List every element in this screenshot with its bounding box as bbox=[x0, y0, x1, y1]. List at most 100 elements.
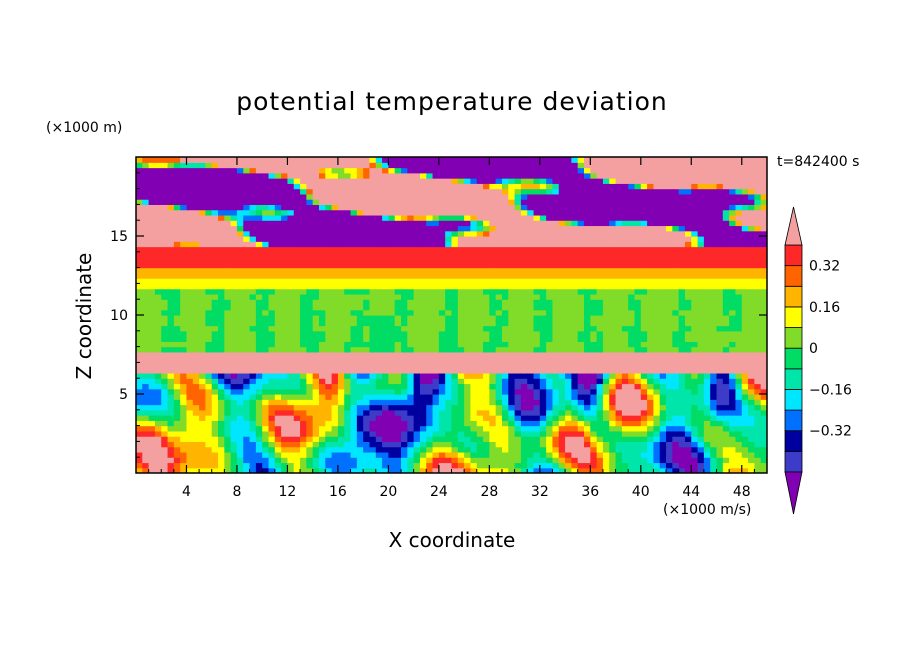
field-cell bbox=[173, 341, 181, 348]
field-cell bbox=[590, 399, 598, 406]
field-cell bbox=[350, 436, 358, 442]
field-cell bbox=[325, 293, 333, 300]
field-cell bbox=[527, 178, 535, 184]
field-cell bbox=[419, 436, 427, 442]
field-cell bbox=[647, 325, 655, 332]
field-cell bbox=[148, 325, 156, 332]
field-cell bbox=[262, 251, 270, 258]
field-cell bbox=[394, 193, 402, 200]
field-cell bbox=[382, 325, 389, 332]
field-cell bbox=[375, 346, 383, 353]
field-cell bbox=[312, 436, 320, 442]
field-cell bbox=[489, 199, 497, 205]
field-cell bbox=[647, 157, 655, 163]
field-cell bbox=[211, 199, 219, 205]
field-cell bbox=[255, 293, 263, 300]
field-cell bbox=[243, 246, 251, 253]
field-cell bbox=[609, 167, 617, 174]
field-cell bbox=[470, 225, 478, 232]
field-cell bbox=[218, 388, 225, 395]
field-cell bbox=[293, 341, 301, 348]
field-cell bbox=[634, 241, 642, 248]
field-cell bbox=[407, 225, 415, 232]
field-cell bbox=[312, 257, 320, 263]
field-cell bbox=[508, 188, 516, 195]
field-cell bbox=[647, 351, 655, 358]
field-cell bbox=[306, 336, 314, 342]
field-cell bbox=[426, 183, 434, 190]
field-cell bbox=[634, 446, 642, 453]
field-cell bbox=[331, 172, 339, 179]
field-cell bbox=[483, 378, 490, 385]
field-cell bbox=[344, 225, 352, 232]
field-cell bbox=[300, 451, 307, 458]
field-cell bbox=[602, 257, 610, 263]
field-cell bbox=[211, 372, 219, 379]
field-cell bbox=[236, 304, 244, 311]
field-cell bbox=[249, 272, 257, 279]
field-cell bbox=[218, 383, 225, 390]
field-cell bbox=[224, 425, 232, 432]
field-cell bbox=[432, 462, 440, 469]
field-cell bbox=[318, 372, 326, 379]
field-cell bbox=[489, 204, 497, 211]
field-cell bbox=[470, 251, 478, 258]
field-cell bbox=[388, 272, 396, 279]
field-cell bbox=[199, 446, 207, 453]
field-cell bbox=[268, 267, 276, 274]
field-cell bbox=[255, 162, 263, 169]
field-cell bbox=[470, 462, 478, 469]
field-cell bbox=[281, 451, 289, 458]
field-cell bbox=[205, 399, 213, 406]
field-cell bbox=[489, 446, 497, 453]
field-cell bbox=[262, 178, 270, 184]
field-cell bbox=[565, 436, 572, 442]
field-cell bbox=[407, 214, 415, 221]
field-cell bbox=[344, 315, 352, 321]
field-cell bbox=[236, 346, 244, 353]
field-cell bbox=[281, 446, 289, 453]
field-cell bbox=[584, 209, 591, 216]
field-cell bbox=[451, 325, 459, 332]
field-cell bbox=[173, 325, 181, 332]
field-cell bbox=[647, 257, 655, 263]
field-cell bbox=[552, 346, 560, 353]
field-cell bbox=[571, 420, 579, 427]
field-cell bbox=[483, 309, 490, 316]
field-cell bbox=[199, 283, 207, 290]
field-cell bbox=[375, 304, 383, 311]
field-cell bbox=[281, 225, 289, 232]
field-cell bbox=[382, 246, 389, 253]
field-cell bbox=[552, 404, 560, 411]
field-cell bbox=[464, 420, 472, 427]
field-cell bbox=[180, 199, 188, 205]
field-cell bbox=[255, 425, 263, 432]
field-cell bbox=[464, 325, 472, 332]
field-cell bbox=[306, 436, 314, 442]
field-cell bbox=[470, 441, 478, 448]
field-cell bbox=[255, 330, 263, 337]
field-cell bbox=[180, 383, 188, 390]
field-cell bbox=[413, 257, 421, 263]
field-cell bbox=[180, 204, 188, 211]
field-cell bbox=[394, 441, 402, 448]
field-cell bbox=[180, 225, 188, 232]
field-cell bbox=[312, 420, 320, 427]
field-cell bbox=[312, 251, 320, 258]
field-cell bbox=[236, 378, 244, 385]
field-cell bbox=[148, 315, 156, 321]
field-cell bbox=[590, 415, 598, 421]
field-cell bbox=[590, 367, 598, 374]
field-cell bbox=[552, 415, 560, 421]
field-cell bbox=[192, 420, 200, 427]
field-cell bbox=[451, 399, 459, 406]
field-cell bbox=[577, 436, 585, 442]
field-cell bbox=[268, 362, 276, 369]
field-cell bbox=[596, 457, 604, 464]
field-cell bbox=[325, 330, 333, 337]
field-cell bbox=[609, 378, 617, 385]
field-cell bbox=[249, 351, 257, 358]
field-cell bbox=[640, 283, 648, 290]
field-cell bbox=[489, 325, 497, 332]
field-cell bbox=[167, 430, 175, 437]
